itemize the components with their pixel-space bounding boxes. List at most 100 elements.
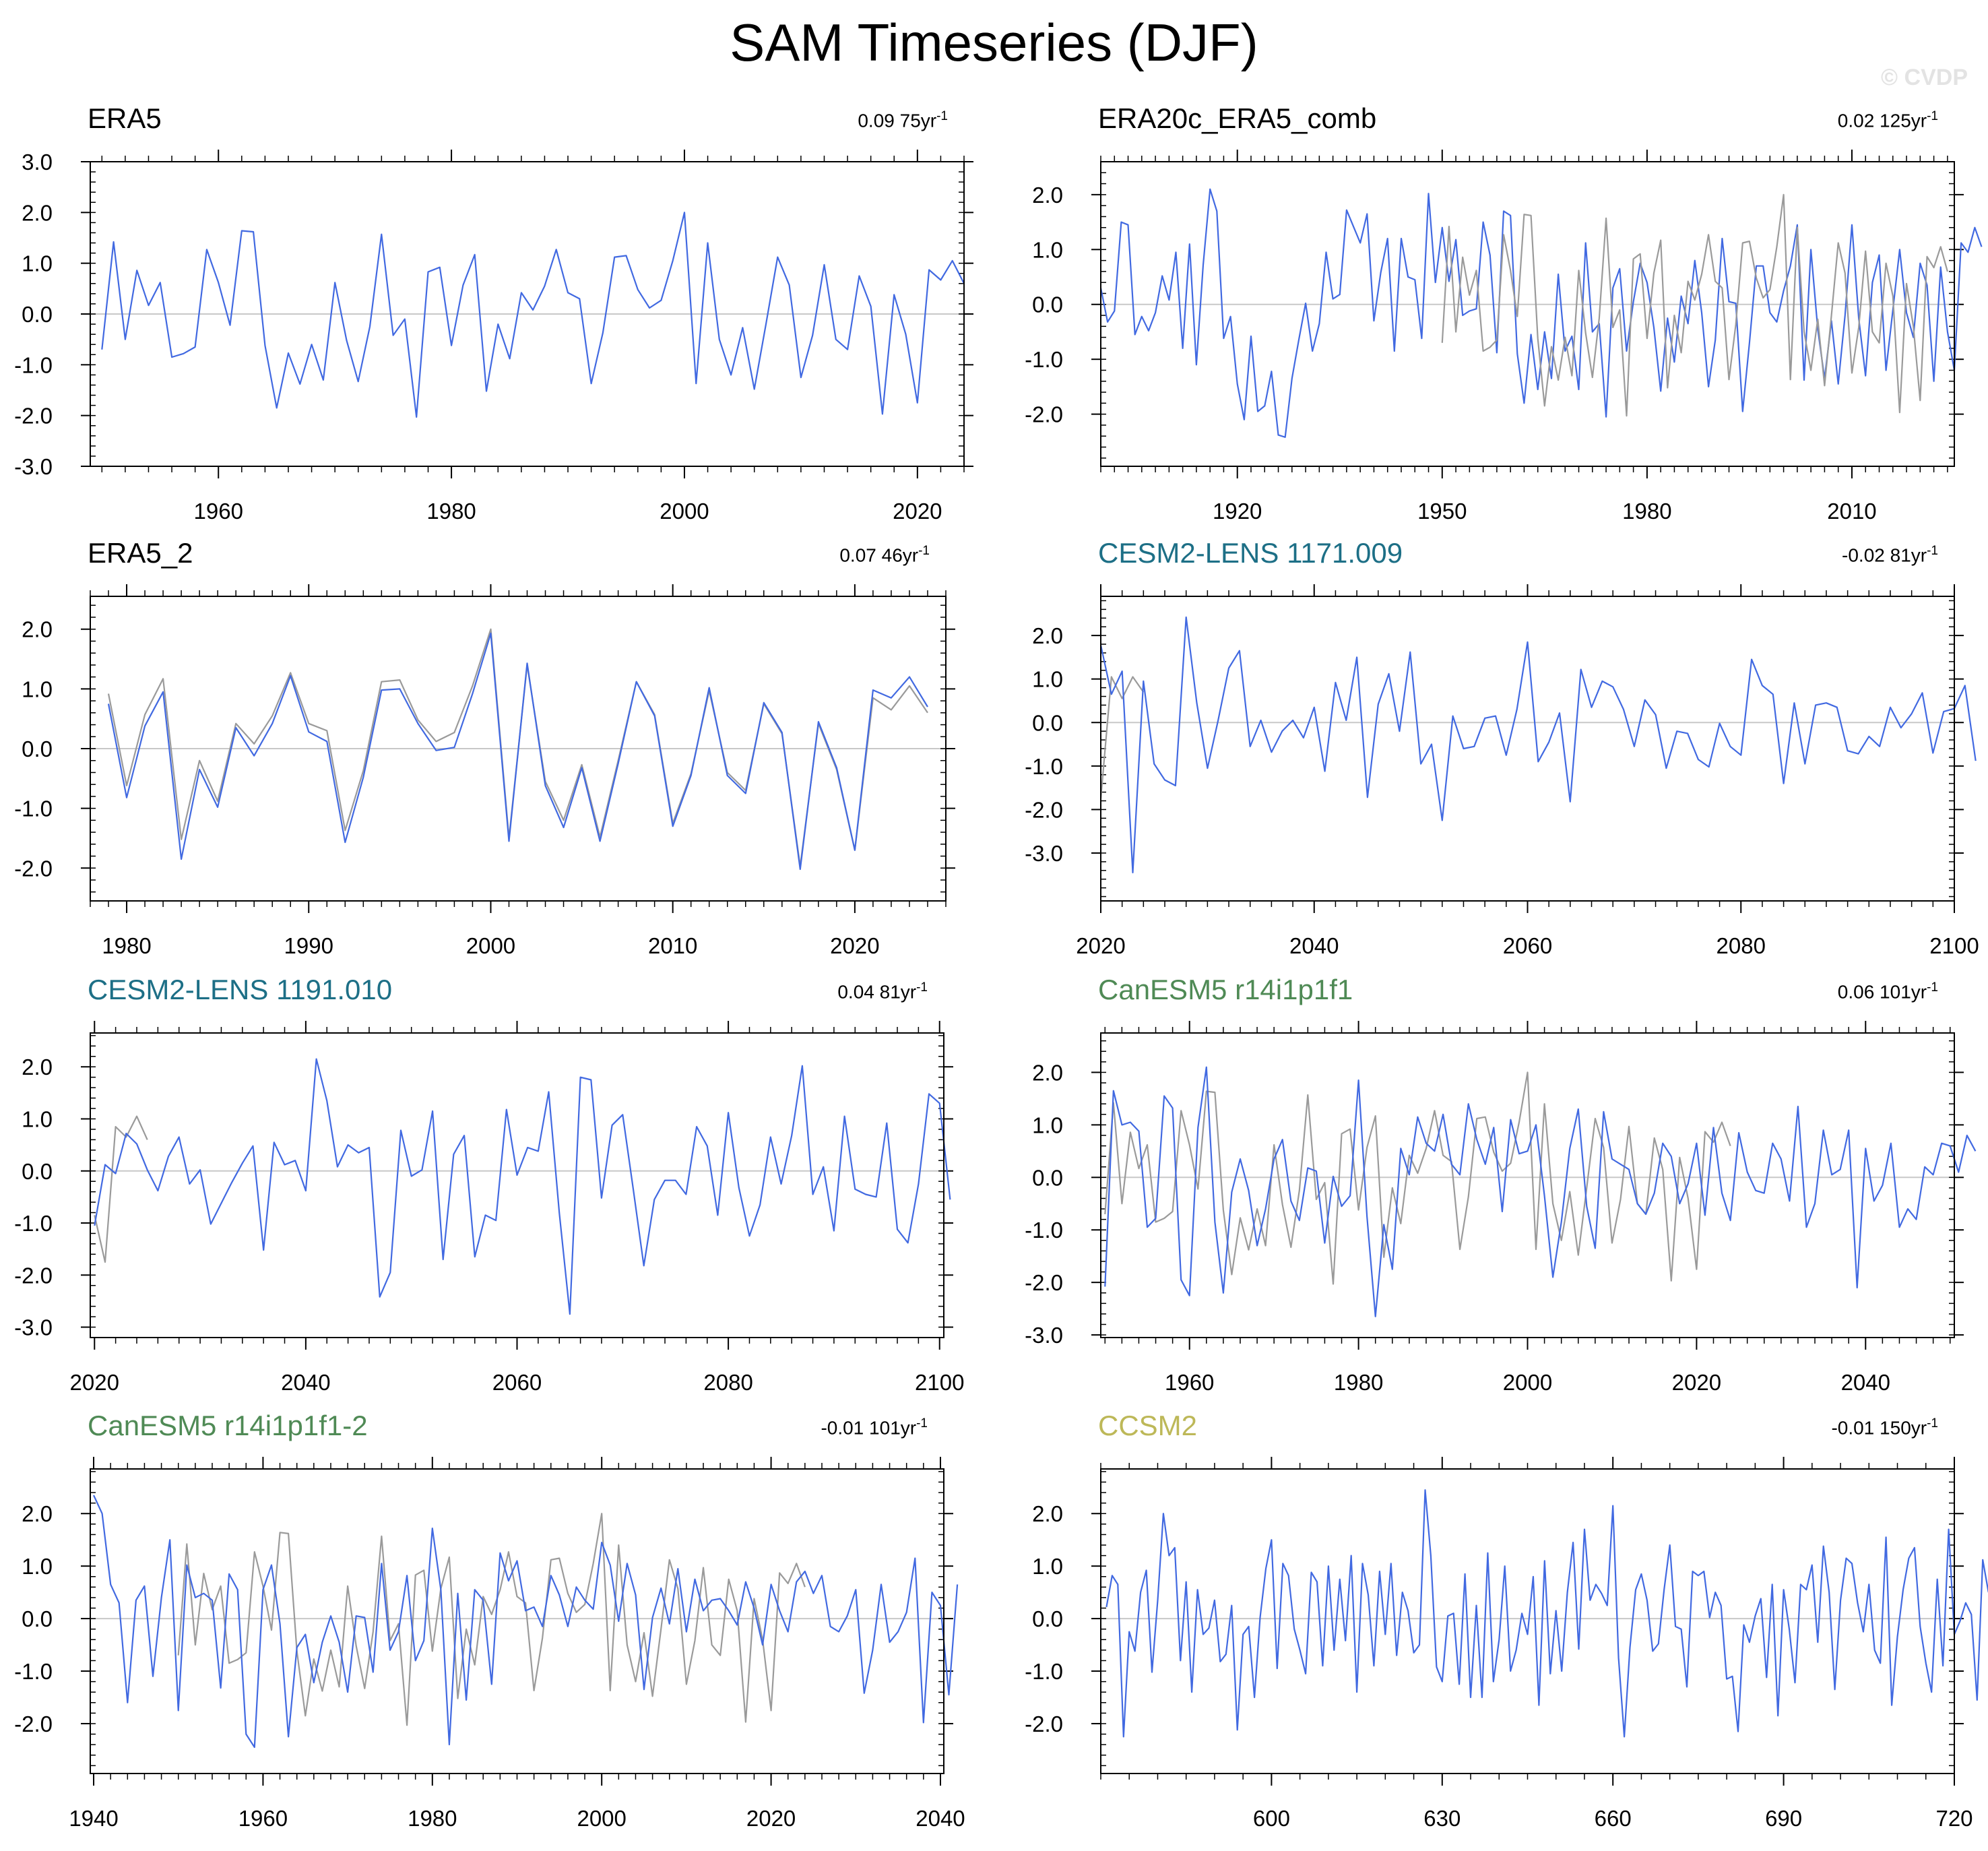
- x-tick-label: 2020: [1672, 1370, 1721, 1395]
- trend-unit-exponent: -1: [916, 980, 928, 995]
- plot-frame: [1100, 596, 1955, 902]
- x-tick-label: 2060: [1503, 933, 1552, 958]
- y-tick-label: 0.0: [1032, 1165, 1063, 1190]
- y-tick-label: -1.0: [14, 1659, 53, 1684]
- y-tick-label: -1.0: [1025, 754, 1063, 779]
- y-tick-label: -3.0: [14, 454, 53, 479]
- x-tick-label: 2000: [466, 933, 515, 958]
- trend-period: 75yr: [899, 110, 937, 131]
- y-tick-label: 0.0: [22, 302, 53, 327]
- y-tick-label: -2.0: [14, 404, 53, 429]
- y-tick-label: 2.0: [22, 1055, 53, 1079]
- plot-frame: [90, 1032, 944, 1338]
- x-tick-label: 2040: [1289, 933, 1339, 958]
- x-tick-label: 2020: [893, 499, 942, 524]
- trend-value: -0.01: [821, 1417, 864, 1439]
- y-tick-label: -3.0: [14, 1315, 53, 1340]
- trend-unit-exponent: -1: [1927, 109, 1938, 123]
- y-tick-label: 2.0: [22, 1501, 53, 1526]
- x-tick-label: 2020: [70, 1370, 119, 1395]
- y-tick-label: 1.0: [1032, 237, 1063, 262]
- cvdp-watermark: © CVDP: [1881, 65, 1968, 90]
- trend-label-era20c: 0.02 125yr-1: [1838, 109, 1938, 131]
- trend-period: 125yr: [1880, 110, 1927, 131]
- plot-frame: [90, 596, 947, 902]
- trend-value: 0.06: [1837, 981, 1875, 1003]
- trend-label-cesm2_1171: -0.02 81yr-1: [1842, 544, 1938, 566]
- series-line-primary: [1104, 1066, 1977, 1317]
- series-line-primary: [94, 1058, 951, 1315]
- panel-title-cesm2_1191: CESM2-LENS 1191.010: [88, 974, 393, 1005]
- x-tick-label: 1940: [69, 1806, 118, 1831]
- x-tick-label: 2060: [492, 1370, 542, 1395]
- y-tick-label: 0.0: [1032, 1606, 1063, 1631]
- y-tick-label: 2.0: [1032, 1060, 1063, 1085]
- trend-period: 101yr: [1880, 981, 1927, 1003]
- x-tick-label: 2100: [1929, 933, 1979, 958]
- y-tick-label: 1.0: [22, 1554, 53, 1579]
- series-line-primary: [101, 212, 965, 418]
- series-line-secondary: [1104, 1071, 1731, 1285]
- trend-period: 46yr: [881, 544, 919, 566]
- panel-title-era5: ERA5: [88, 102, 162, 134]
- x-tick-label: 2020: [1076, 933, 1125, 958]
- series-line-primary: [107, 632, 928, 871]
- y-tick-label: 0.0: [1032, 710, 1063, 735]
- panel-title-cesm2_1171: CESM2-LENS 1171.009: [1098, 537, 1403, 569]
- x-tick-label: 2010: [648, 933, 697, 958]
- trend-label-canesm5: 0.06 101yr-1: [1838, 980, 1938, 1003]
- trend-label-ccsm2: -0.01 150yr-1: [1831, 1416, 1938, 1439]
- y-tick-label: 1.0: [1032, 667, 1063, 692]
- trend-label-cesm2_1191: 0.04 81yr-1: [837, 980, 928, 1003]
- x-tick-label: 2010: [1827, 499, 1876, 524]
- x-tick-label: 1980: [426, 499, 476, 524]
- y-tick-label: 0.0: [22, 1159, 53, 1184]
- y-tick-label: -1.0: [14, 796, 53, 821]
- x-tick-label: 2040: [1841, 1370, 1890, 1395]
- series-line-secondary: [1099, 676, 1145, 799]
- panel-title-canesm5: CanESM5 r14i1p1f1: [1098, 974, 1353, 1005]
- x-tick-label: 1980: [408, 1806, 457, 1831]
- x-tick-label: 2100: [915, 1370, 964, 1395]
- series-line-primary: [93, 1495, 959, 1749]
- trend-unit-exponent: -1: [1927, 544, 1938, 558]
- y-tick-label: -1.0: [1025, 1218, 1063, 1243]
- y-tick-label: 2.0: [22, 200, 53, 225]
- x-tick-label: 2000: [1503, 1370, 1552, 1395]
- trend-period: 101yr: [869, 1417, 917, 1439]
- y-tick-label: 1.0: [22, 677, 53, 701]
- x-tick-label: 2040: [281, 1370, 330, 1395]
- trend-label-canesm5_2: -0.01 101yr-1: [821, 1416, 928, 1439]
- series-line-secondary: [94, 1115, 148, 1263]
- panel-title-ccsm2: CCSM2: [1098, 1410, 1198, 1441]
- trend-unit-exponent: -1: [936, 109, 948, 123]
- trend-value: -0.02: [1842, 544, 1885, 566]
- y-tick-label: 0.0: [22, 1606, 53, 1631]
- trend-value: 0.04: [837, 981, 874, 1003]
- y-tick-label: -2.0: [1025, 1712, 1063, 1736]
- trend-unit-exponent: -1: [918, 544, 930, 558]
- x-tick-label: 2080: [1717, 933, 1766, 958]
- trend-period: 81yr: [879, 981, 917, 1003]
- y-tick-label: 2.0: [1032, 623, 1063, 648]
- trend-unit-exponent: -1: [916, 1416, 928, 1431]
- trend-period: 81yr: [1890, 544, 1927, 566]
- x-tick-label: 660: [1595, 1806, 1632, 1831]
- trend-value: 0.02: [1837, 110, 1875, 131]
- x-tick-label: 1950: [1417, 499, 1467, 524]
- series-line-primary: [1105, 1489, 1988, 1738]
- plot-frame: [1100, 1468, 1955, 1774]
- y-tick-label: -3.0: [1025, 841, 1063, 866]
- x-tick-label: 1990: [284, 933, 333, 958]
- y-tick-label: 1.0: [22, 1106, 53, 1131]
- x-tick-label: 2040: [916, 1806, 965, 1831]
- y-tick-label: -2.0: [14, 856, 53, 881]
- x-tick-label: 1960: [194, 499, 243, 524]
- x-tick-label: 2020: [746, 1806, 796, 1831]
- x-tick-label: 720: [1935, 1806, 1973, 1831]
- y-tick-label: 1.0: [1032, 1554, 1063, 1579]
